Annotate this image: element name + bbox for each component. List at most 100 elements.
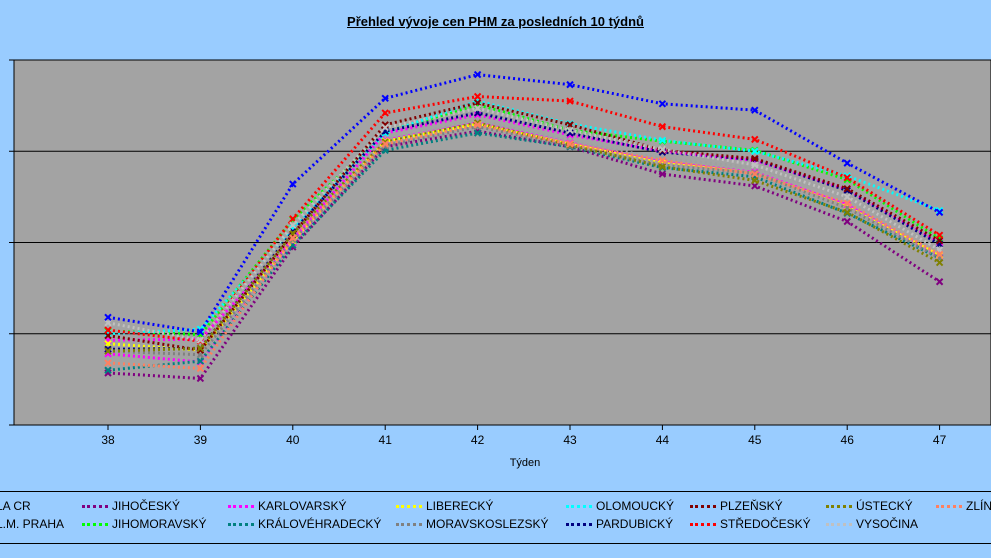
x-tick-label: 42 [471,433,485,447]
data-point [473,121,482,129]
series-layer [104,70,944,383]
data-point [473,104,482,113]
legend-item: LA CR [0,498,31,514]
legend-label: L.M. PRAHA [0,517,65,531]
data-point [381,140,389,148]
data-point [935,236,944,245]
legend-item: ZLÍN [936,498,991,514]
data-point [473,99,482,107]
legend-item: KARLOVARSKÝ [228,498,346,514]
x-tick-label: 39 [194,433,208,447]
data-point [843,159,851,167]
data-point [658,122,667,131]
data-point [566,80,574,89]
data-point [935,206,944,215]
series-line [107,113,941,342]
data-point [566,121,574,129]
data-point [843,193,851,201]
x-tick-label: 43 [563,433,577,447]
legend-swatch [228,522,254,526]
data-point [196,344,205,353]
data-point [658,163,667,171]
data-point [843,217,851,226]
legend-item: LIBERECKÝ [396,498,493,514]
data-point [843,184,851,193]
legend-swatch [936,504,962,508]
series-vysočina [104,104,944,344]
data-point [751,135,759,144]
x-axis-label: Týden [510,457,541,469]
data-point [751,106,759,114]
data-point [104,347,112,355]
data-point [104,359,112,367]
legend-item: L.M. PRAHA [0,516,64,532]
data-point [381,123,389,132]
series-line [107,118,941,354]
series-line [107,94,941,343]
x-tick-label: 41 [379,433,393,447]
x-tick-label: 45 [748,433,762,447]
legend-swatch [566,504,592,508]
data-point [104,326,112,334]
data-point [843,186,851,195]
data-point [751,182,759,190]
data-point [104,340,112,348]
legend-swatch [690,522,716,526]
data-point [658,156,667,165]
data-point [196,374,205,383]
legend-label: JIHOČESKÝ [112,499,181,513]
data-point [196,364,205,373]
legend-item: KRÁLOVÉHRADECKÝ [228,516,381,532]
legend-item: STŘEDOČESKÝ [690,516,811,532]
series-unnamed-15 [104,70,944,336]
data-point [751,170,759,178]
legend-label: LA CR [0,499,31,513]
legend-label: STŘEDOČESKÝ [720,517,811,531]
data-point [289,215,297,223]
x-tick-label: 38 [101,433,115,447]
data-point [658,170,667,178]
legend-label: PARDUBICKÝ [596,517,674,531]
legend-item: ÚSTECKÝ [826,498,913,514]
gridlines [14,150,991,335]
legend-label: OLOMOUCKÝ [596,499,675,513]
data-point [196,336,205,344]
legend-label: MORAVSKOSLEZSKÝ [426,517,549,531]
data-point [473,70,482,79]
data-point [843,208,851,217]
series-line [107,103,941,337]
data-point [751,147,759,155]
legend-label: ZLÍN [966,499,991,513]
data-point [751,176,759,185]
legend-item: PARDUBICKÝ [566,516,673,532]
x-tick-label: 44 [656,433,670,447]
data-point [751,161,759,169]
data-point [196,357,205,365]
legend-swatch [396,522,422,526]
data-point [935,208,944,217]
legend-swatch [82,522,108,526]
data-point [566,126,574,134]
data-point [104,313,112,322]
data-point [566,140,574,148]
legend: LA CR L.M. PRAHA JIHOČESKÝ JIHOMORAVSKÝ KARL… [0,491,991,544]
series-line [107,73,941,334]
legend-item: JIHOMORAVSKÝ [82,516,206,532]
legend-swatch [826,504,852,508]
series-line [107,123,941,370]
data-point [935,231,944,239]
chart-svg: 38 39 40 41 42 43 44 45 46 47 Týden [9,59,991,469]
data-point [196,328,205,336]
data-point [104,366,112,374]
series-line [107,125,941,357]
data-point [473,92,482,101]
data-point [658,145,667,154]
data-point [751,154,759,163]
legend-label: ÚSTECKÝ [856,499,913,513]
x-tick-label: 46 [841,433,855,447]
legend-label: LIBERECKÝ [426,499,494,513]
legend-label: KRÁLOVÉHRADECKÝ [258,517,382,531]
data-point [843,174,851,182]
series-line [107,131,941,372]
legend-swatch [396,504,422,508]
